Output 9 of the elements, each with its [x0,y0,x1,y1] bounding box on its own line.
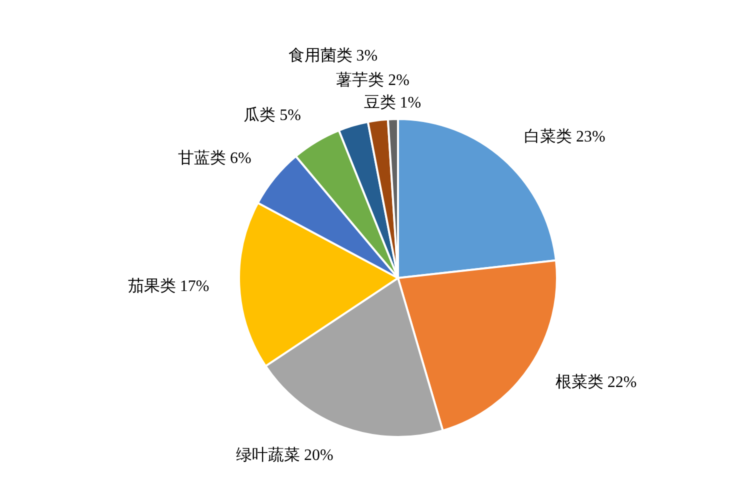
slice-label: 瓜类 5% [244,106,301,124]
slice-label: 茄果类 17% [128,277,210,296]
slice-label: 豆类 1% [364,93,422,112]
slice-label: 根菜类 22% [555,372,637,391]
slice-label: 薯芋类 2% [336,70,410,89]
slice-label: 绿叶蔬菜 20% [236,446,334,464]
slice-label: 甘蓝类 6% [178,149,252,168]
slice-label: 食用菌类 3% [288,46,378,65]
slice-label: 白菜类 23% [524,127,606,146]
